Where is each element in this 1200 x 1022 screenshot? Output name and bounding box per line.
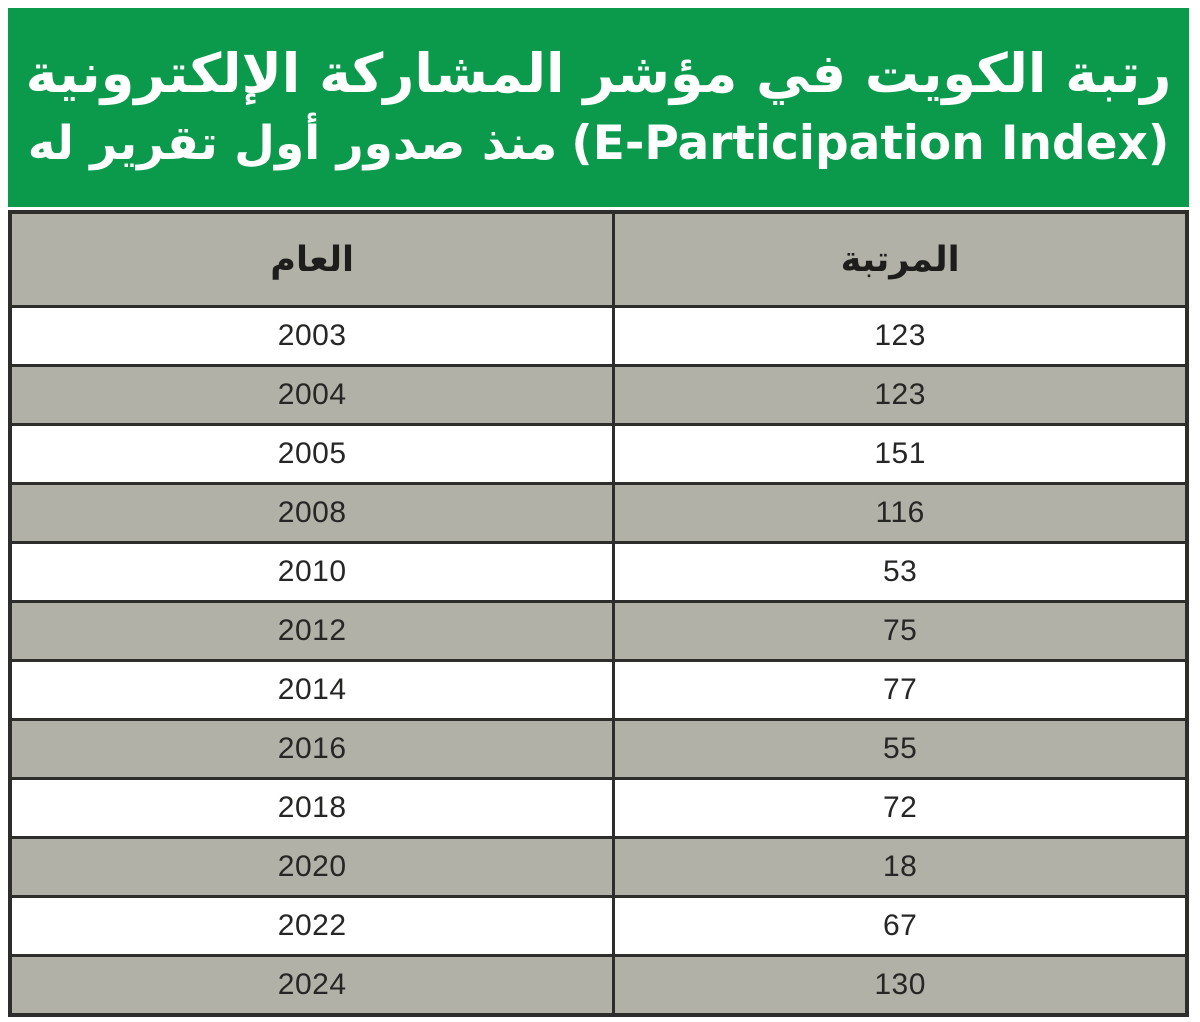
rank-cell: 55 [612, 718, 1189, 780]
year-cell: 2004 [8, 364, 616, 426]
year-cell: 2016 [8, 718, 616, 780]
rank-cell: 18 [612, 836, 1189, 898]
table-row: 2010 53 [8, 541, 1189, 603]
year-cell: 2012 [8, 600, 616, 662]
year-cell: 2005 [8, 423, 616, 485]
rank-cell: 151 [612, 423, 1189, 485]
title-banner: رتبة الكويت في مؤشر المشاركة الإلكترونية… [8, 8, 1189, 207]
rank-cell: 67 [612, 895, 1189, 957]
year-cell: 2020 [8, 836, 616, 898]
rank-cell: 77 [612, 659, 1189, 721]
rank-cell: 116 [612, 482, 1189, 544]
year-cell: 2022 [8, 895, 616, 957]
table-row: 2012 75 [8, 600, 1189, 662]
rank-cell: 53 [612, 541, 1189, 603]
table-row: 2003 123 [8, 305, 1189, 367]
header-row: العام المرتبة [8, 210, 1189, 308]
year-cell: 2014 [8, 659, 616, 721]
table-row: 2016 55 [8, 718, 1189, 780]
year-cell: 2010 [8, 541, 616, 603]
title-line-2: منذ صدور أول تقرير له (E-Participation I… [28, 117, 1170, 171]
title-line-1: رتبة الكويت في مؤشر المشاركة الإلكترونية [25, 41, 1172, 105]
table-row: 2004 123 [8, 364, 1189, 426]
year-cell: 2003 [8, 305, 616, 367]
rank-column-header: المرتبة [612, 210, 1189, 308]
year-column-header: العام [8, 210, 616, 308]
year-cell: 2024 [8, 954, 616, 1017]
year-cell: 2018 [8, 777, 616, 839]
rank-cell: 123 [612, 364, 1189, 426]
title-line-2-arabic: منذ صدور أول تقرير له [27, 116, 558, 172]
rank-cell: 123 [612, 305, 1189, 367]
year-cell: 2008 [8, 482, 616, 544]
table-row: 2020 18 [8, 836, 1189, 898]
rank-cell: 130 [612, 954, 1189, 1017]
table-row: 2024 130 [8, 954, 1189, 1017]
rank-table: العام المرتبة 2003 123 2004 123 2005 151… [8, 210, 1189, 1017]
rank-cell: 75 [612, 600, 1189, 662]
table-row: 2014 77 [8, 659, 1189, 721]
rank-cell: 72 [612, 777, 1189, 839]
table-row: 2018 72 [8, 777, 1189, 839]
table-row: 2022 67 [8, 895, 1189, 957]
table-row: 2005 151 [8, 423, 1189, 485]
title-line-2-latin: (E-Participation Index) [571, 116, 1170, 172]
table-row: 2008 116 [8, 482, 1189, 544]
